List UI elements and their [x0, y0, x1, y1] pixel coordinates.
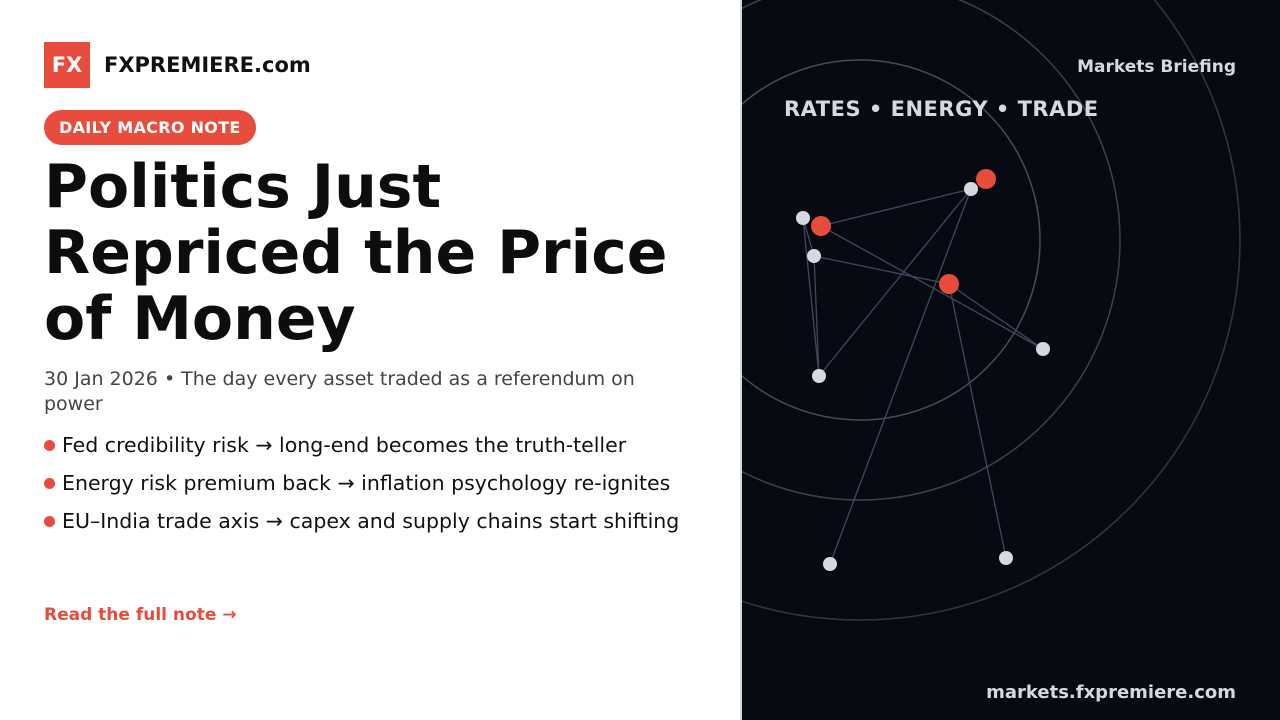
node	[796, 211, 810, 225]
bullet-item: Energy risk premium back → inflation psy…	[44, 471, 684, 496]
divider	[740, 0, 742, 720]
edge	[813, 255, 950, 285]
bullet-text: EU–India trade axis → capex and supply c…	[62, 509, 680, 533]
network-graphic	[742, 0, 1241, 621]
node	[939, 274, 959, 294]
edge	[818, 188, 972, 377]
edge	[948, 283, 1007, 559]
node	[1036, 342, 1050, 356]
bullet-text: Fed credibility risk → long-end becomes …	[62, 433, 627, 457]
bullet-item: Fed credibility risk → long-end becomes …	[44, 433, 684, 458]
bullet-dot-icon	[44, 516, 55, 527]
ring	[742, 59, 1041, 421]
right-panel: Markets Briefing RATES • ENERGY • TRADE …	[742, 0, 1280, 720]
category-badge: DAILY MACRO NOTE	[44, 110, 256, 145]
headline: Politics Just Repriced the Price of Mone…	[44, 154, 740, 352]
site-url: markets.fxpremiere.com	[986, 682, 1236, 703]
headline-line: Politics Just	[44, 152, 442, 222]
edge	[820, 225, 1044, 350]
bullet-item: EU–India trade axis → capex and supply c…	[44, 509, 684, 534]
edge	[948, 283, 1044, 350]
left-panel: FX FXPREMIERE.com DAILY MACRO NOTE Polit…	[44, 42, 740, 625]
topic-tags: RATES • ENERGY • TRADE	[784, 97, 1099, 121]
node	[812, 369, 826, 383]
ring	[742, 0, 1121, 501]
node	[823, 557, 837, 571]
edge	[820, 188, 972, 227]
node	[999, 551, 1013, 565]
edge	[813, 255, 820, 377]
brand-name: FXPREMIERE.com	[104, 53, 311, 77]
node	[964, 182, 978, 196]
bullet-list: Fed credibility risk → long-end becomes …	[44, 433, 684, 547]
subtitle: 30 Jan 2026 • The day every asset traded…	[44, 368, 635, 415]
logo-text: FX	[51, 53, 83, 77]
node	[811, 216, 831, 236]
headline-line: of Money	[44, 284, 356, 354]
node	[807, 249, 821, 263]
bullet-text: Energy risk premium back → inflation psy…	[62, 471, 671, 495]
bullet-dot-icon	[44, 440, 55, 451]
edge	[829, 188, 972, 565]
ring	[742, 0, 1241, 621]
node	[976, 169, 996, 189]
bullet-dot-icon	[44, 478, 55, 489]
panel-label: Markets Briefing	[1077, 57, 1236, 77]
read-full-note-link[interactable]: Read the full note →	[44, 605, 237, 625]
headline-line: Repriced the Price	[44, 218, 668, 288]
edge	[802, 217, 820, 377]
logo: FX	[44, 42, 90, 88]
